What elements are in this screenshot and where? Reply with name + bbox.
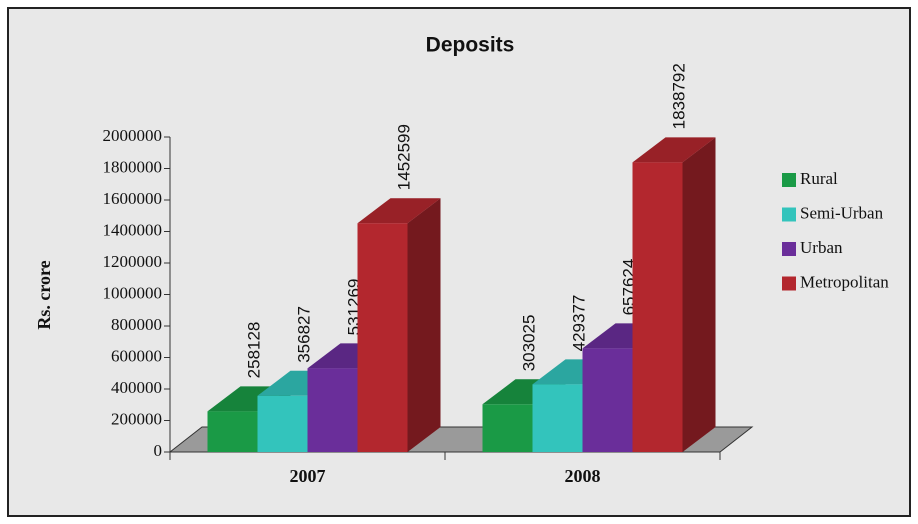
y-tick-label: 600000 [111, 346, 162, 365]
legend-label: Urban [800, 238, 843, 257]
legend-swatch [782, 173, 796, 187]
bar-top [357, 198, 441, 224]
bar [532, 384, 583, 452]
bar-side [682, 137, 716, 452]
y-tick-label: 200000 [111, 409, 162, 428]
value-label: 429377 [569, 295, 588, 352]
legend-swatch [782, 276, 796, 291]
bar [582, 348, 633, 452]
value-label: 258128 [244, 322, 263, 379]
legend-label: Semi-Urban [800, 203, 884, 222]
legend-swatch [782, 207, 796, 222]
y-axis-label: Rs. crore [34, 260, 54, 329]
value-label: 1452599 [394, 124, 413, 190]
value-label: 1838792 [669, 63, 688, 129]
legend-swatch [782, 242, 796, 256]
value-label: 303025 [519, 315, 538, 372]
bar [632, 162, 683, 452]
bar-side-shade [407, 198, 441, 452]
y-tick-label: 1800000 [103, 157, 163, 176]
bar [307, 368, 358, 452]
bar-top [632, 137, 716, 163]
y-tick-label: 800000 [111, 315, 162, 334]
legend-label: Rural [800, 169, 838, 188]
bar [207, 411, 258, 452]
y-tick-label: 0 [154, 441, 163, 460]
bar-side [407, 198, 441, 452]
legend-label: Metropolitan [800, 272, 889, 291]
y-tick-label: 2000000 [103, 126, 163, 145]
y-tick-label: 1000000 [103, 283, 163, 302]
y-tick-label: 1200000 [103, 252, 163, 271]
bar-top-shade [357, 198, 441, 224]
y-tick-label: 1600000 [103, 189, 163, 208]
bar [257, 395, 308, 452]
x-tick-label: 2008 [565, 466, 601, 486]
y-tick-label: 1400000 [103, 220, 163, 239]
bar [482, 404, 533, 452]
value-label: 356827 [294, 306, 313, 363]
y-tick-label: 400000 [111, 378, 162, 397]
x-tick-label: 2007 [290, 466, 326, 486]
bar-top-shade [632, 137, 716, 163]
bar-side-shade [682, 137, 716, 452]
bar [357, 223, 408, 452]
chart-title: Deposits [426, 34, 515, 57]
